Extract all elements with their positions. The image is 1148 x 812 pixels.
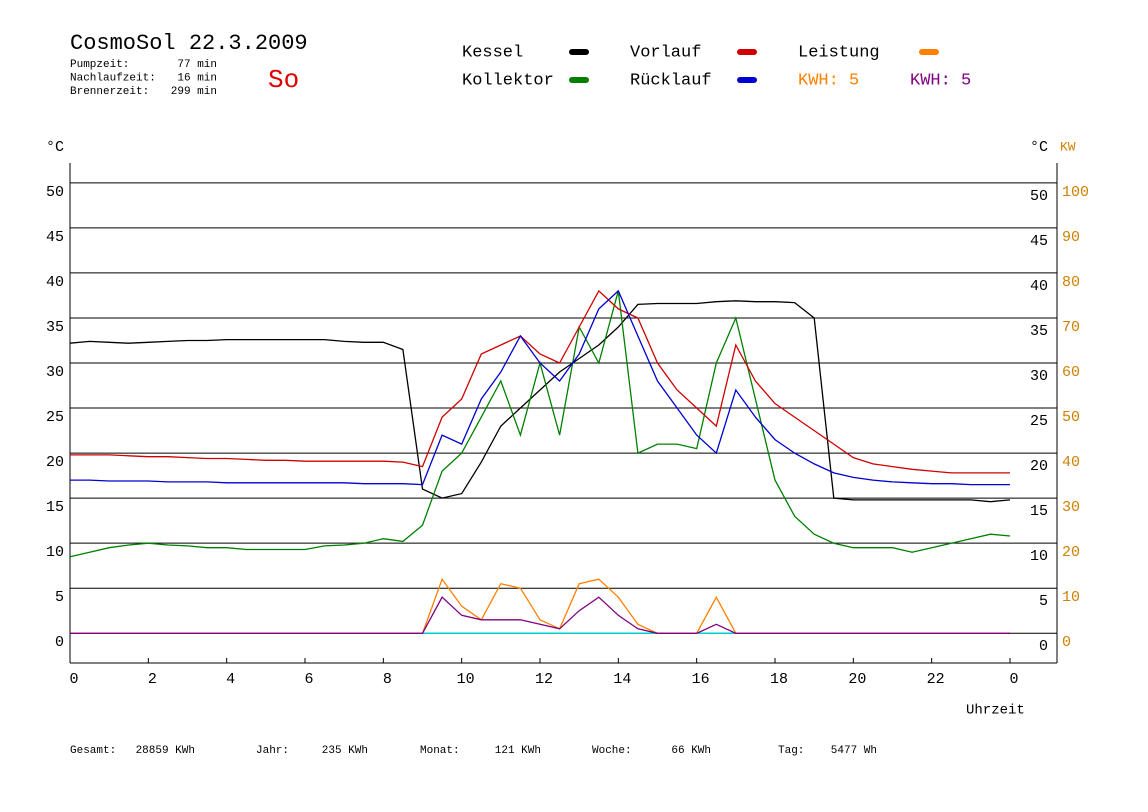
y2-tick-label: 20 bbox=[1062, 544, 1080, 561]
y-right-tick-label: 50 bbox=[1030, 188, 1048, 205]
x-tick-label: 0 bbox=[69, 671, 78, 688]
y-tick-label: 20 bbox=[46, 454, 64, 471]
series-line bbox=[70, 289, 1010, 486]
x-tick-label: 4 bbox=[226, 671, 235, 688]
y-tick-label: 10 bbox=[46, 544, 64, 561]
footer-label: Tag: bbox=[778, 745, 804, 757]
series-line bbox=[70, 577, 1010, 634]
series-line bbox=[69, 290, 1011, 558]
series-line bbox=[69, 300, 1011, 503]
y2-tick-label: 50 bbox=[1062, 409, 1080, 426]
x-tick-label: 16 bbox=[692, 671, 710, 688]
legend-label: Rücklauf bbox=[630, 71, 712, 90]
x-tick-label: 2 bbox=[148, 671, 157, 688]
footer-value: 66 KWh bbox=[671, 745, 711, 757]
x-tick-label: 22 bbox=[927, 671, 945, 688]
y2-tick-label: 40 bbox=[1062, 454, 1080, 471]
day-label: So bbox=[268, 65, 299, 95]
y2-tick-label: 10 bbox=[1062, 589, 1080, 606]
x-tick-label: 8 bbox=[383, 671, 392, 688]
chart-title: CosmoSol 22.3.2009 bbox=[70, 31, 308, 56]
y-tick-label: 0 bbox=[55, 634, 64, 651]
y2-tick-label: 80 bbox=[1062, 274, 1080, 291]
footer-label: Gesamt: bbox=[70, 745, 116, 757]
x-tick-label: 12 bbox=[535, 671, 553, 688]
legend-label: Vorlauf bbox=[630, 43, 701, 62]
y-tick-label: 35 bbox=[46, 319, 64, 336]
y2-tick-label: 70 bbox=[1062, 319, 1080, 336]
footer-value: 235 KWh bbox=[322, 745, 368, 757]
y-right-tick-label: 45 bbox=[1030, 233, 1048, 250]
info-label: Brennerzeit: bbox=[70, 86, 149, 98]
footer-value: 121 KWh bbox=[495, 745, 541, 757]
y-tick-label: 15 bbox=[46, 499, 64, 516]
y-axis-label: °C bbox=[46, 139, 64, 156]
y2-tick-label: 0 bbox=[1062, 634, 1071, 651]
y2-unit-label: °C bbox=[1030, 139, 1048, 156]
y-tick-label: 5 bbox=[55, 589, 64, 606]
footer-label: Jahr: bbox=[256, 745, 289, 757]
info-value: 16 min bbox=[177, 72, 217, 84]
y-right-tick-label: 35 bbox=[1030, 323, 1048, 340]
y2-tick-label: 90 bbox=[1062, 229, 1080, 246]
y-right-tick-label: 5 bbox=[1039, 593, 1048, 610]
energy-label: KWH: 5 bbox=[910, 71, 971, 90]
y-right-tick-label: 40 bbox=[1030, 278, 1048, 295]
info-value: 299 min bbox=[171, 86, 217, 98]
y-right-tick-label: 10 bbox=[1030, 548, 1048, 565]
legend-label: Kessel bbox=[462, 43, 523, 62]
y-right-tick-label: 15 bbox=[1030, 503, 1048, 520]
y2-tick-label: 60 bbox=[1062, 364, 1080, 381]
y-right-tick-label: 30 bbox=[1030, 368, 1048, 385]
y2-axis-label: KW bbox=[1060, 139, 1076, 154]
info-label: Nachlaufzeit: bbox=[70, 72, 156, 84]
x-tick-label: 10 bbox=[457, 671, 475, 688]
y2-tick-label: 30 bbox=[1062, 499, 1080, 516]
energy-label: KWH: 5 bbox=[798, 71, 859, 90]
y-right-tick-label: 25 bbox=[1030, 413, 1048, 430]
legend-label: Leistung bbox=[798, 43, 880, 62]
y-tick-label: 25 bbox=[46, 409, 64, 426]
y-right-tick-label: 0 bbox=[1039, 638, 1048, 655]
y2-tick-label: 100 bbox=[1062, 184, 1089, 201]
x-tick-label: 18 bbox=[770, 671, 788, 688]
footer-value: 5477 Wh bbox=[831, 745, 877, 757]
y-tick-label: 30 bbox=[46, 364, 64, 381]
footer-label: Woche: bbox=[592, 745, 632, 757]
y-right-tick-label: 20 bbox=[1030, 458, 1048, 475]
y-tick-label: 40 bbox=[46, 274, 64, 291]
x-axis-label: Uhrzeit bbox=[966, 703, 1025, 719]
x-tick-label: 20 bbox=[848, 671, 866, 688]
x-tick-label: 0 bbox=[1009, 671, 1018, 688]
y-tick-label: 50 bbox=[46, 184, 64, 201]
y-tick-label: 45 bbox=[46, 229, 64, 246]
info-label: Pumpzeit: bbox=[70, 59, 129, 71]
series-line bbox=[70, 596, 1010, 634]
legend-label: Kollektor bbox=[462, 71, 554, 90]
x-tick-label: 14 bbox=[613, 671, 631, 688]
footer-value: 28859 KWh bbox=[136, 745, 195, 757]
x-tick-label: 6 bbox=[304, 671, 313, 688]
series-line bbox=[70, 289, 1010, 474]
info-value: 77 min bbox=[177, 59, 217, 71]
footer-label: Monat: bbox=[420, 745, 460, 757]
